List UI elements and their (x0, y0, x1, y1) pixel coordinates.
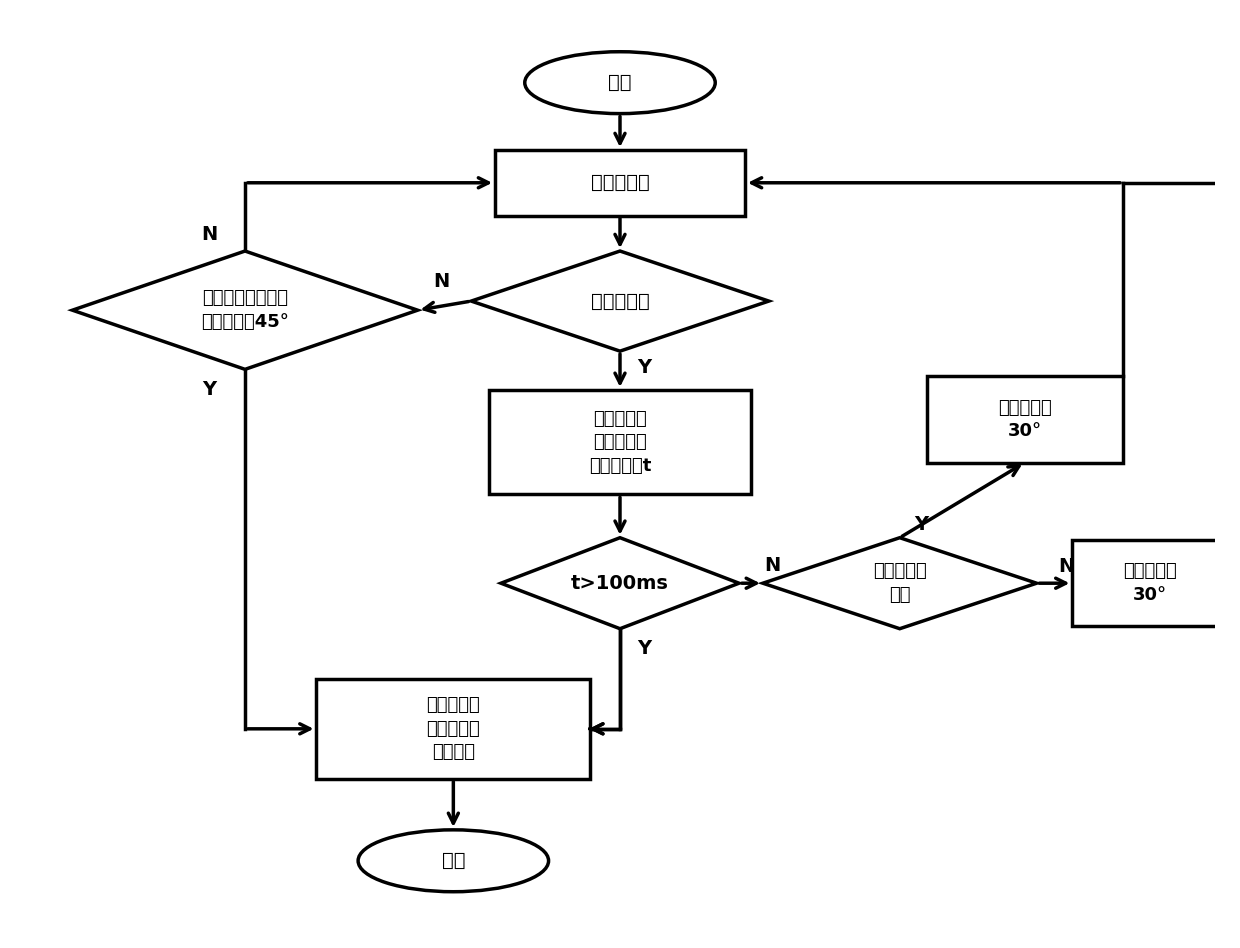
Text: Y: Y (202, 380, 216, 399)
Text: N: N (201, 225, 217, 245)
Bar (316, 679, 590, 779)
Text: N: N (1058, 557, 1075, 576)
Text: 结束: 结束 (441, 851, 465, 870)
Text: 开始: 开始 (609, 73, 631, 92)
Text: 机器人左转
30°: 机器人左转 30° (1123, 562, 1177, 604)
Polygon shape (763, 538, 1037, 629)
Text: N: N (433, 271, 450, 291)
Polygon shape (72, 251, 418, 370)
Text: 触发左边软
碰撞: 触发左边软 碰撞 (873, 562, 926, 604)
Text: 当前角度与起始角
度的差大于45°: 当前角度与起始角 度的差大于45° (201, 289, 289, 331)
Bar (489, 390, 751, 495)
Text: 直行找墙面: 直行找墙面 (590, 173, 650, 192)
Text: t>100ms: t>100ms (572, 574, 668, 592)
Ellipse shape (358, 830, 548, 892)
Text: Y: Y (637, 639, 651, 658)
Polygon shape (471, 251, 769, 351)
Text: 记录找墙过
程中触发软
碰撞后时间t: 记录找墙过 程中触发软 碰撞后时间t (589, 410, 651, 475)
Bar (1073, 540, 1228, 627)
Text: 机器人右转
30°: 机器人右转 30° (998, 398, 1052, 440)
Bar (926, 376, 1123, 463)
Text: Y: Y (637, 358, 651, 377)
Text: Y: Y (914, 515, 929, 534)
Ellipse shape (525, 52, 715, 114)
Text: N: N (764, 556, 780, 574)
Text: 触发软碰撞: 触发软碰撞 (590, 292, 650, 311)
Polygon shape (501, 538, 739, 629)
Text: 机器人当前
行进方向与
墙面平行: 机器人当前 行进方向与 墙面平行 (427, 696, 480, 761)
Bar (495, 150, 745, 215)
